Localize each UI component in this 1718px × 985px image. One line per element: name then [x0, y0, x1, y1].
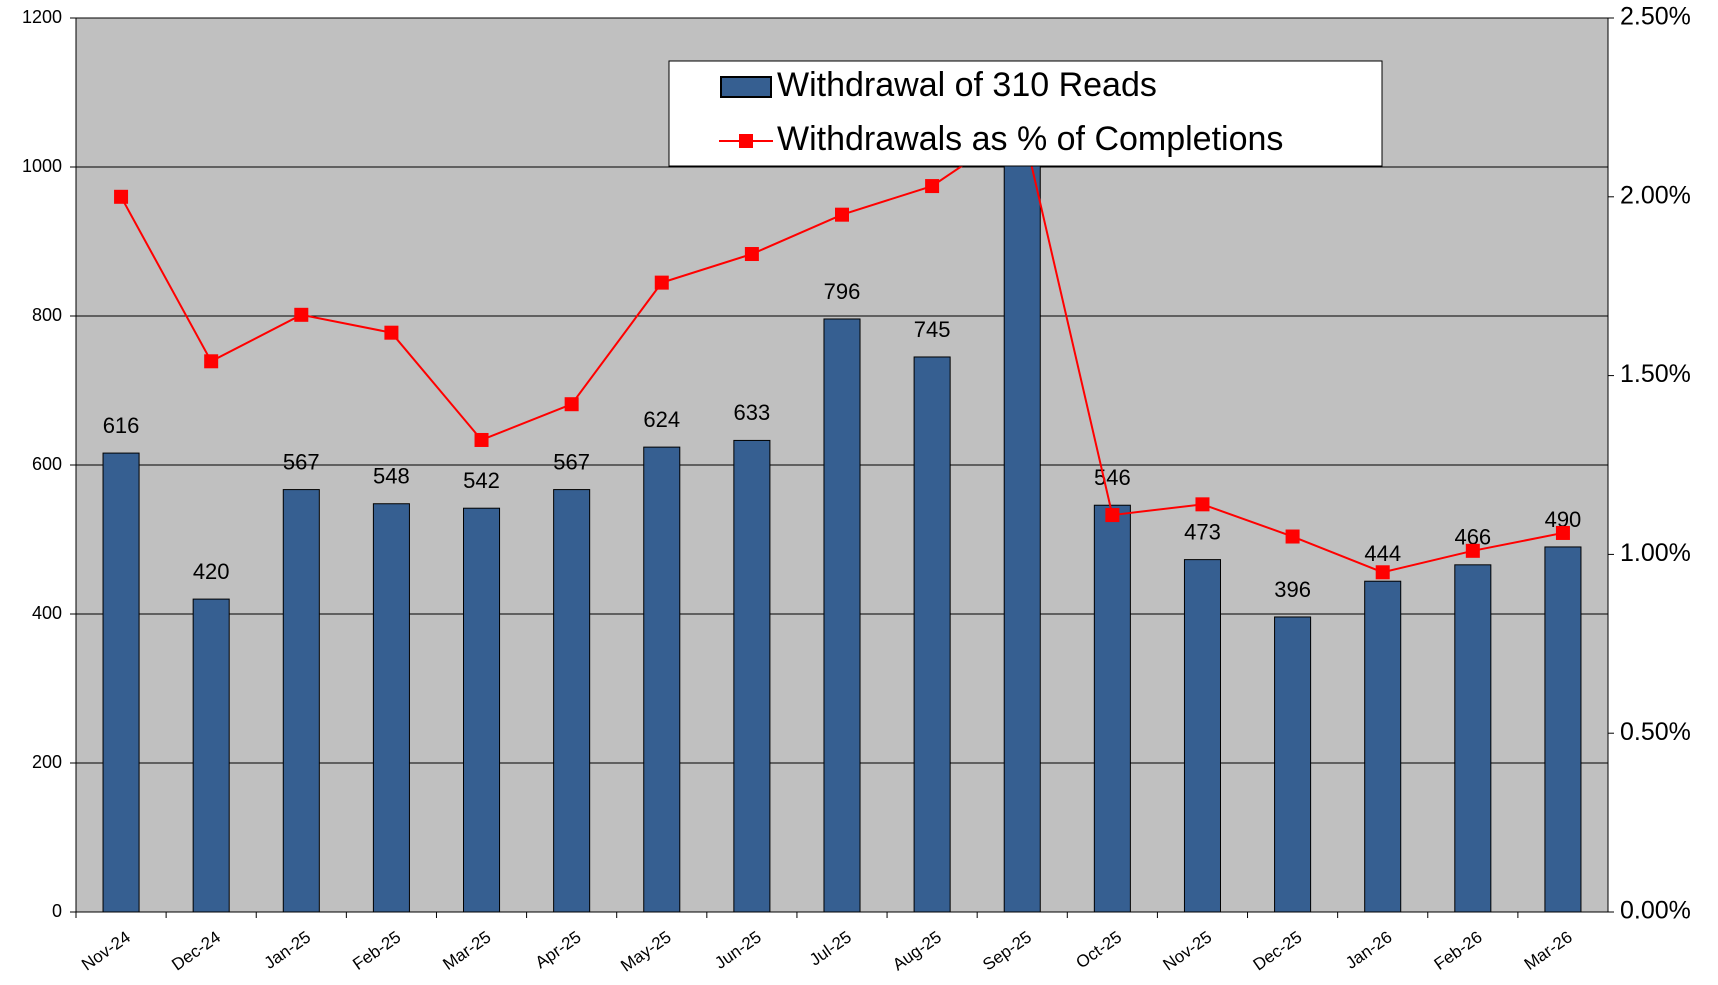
- x-tick-label: May-25: [617, 927, 674, 975]
- x-tick-label: Oct-25: [1073, 927, 1126, 972]
- legend-label: Withdrawals as % of Completions: [777, 120, 1283, 158]
- y-tick-label: 0: [52, 901, 62, 921]
- line-marker: [835, 207, 849, 222]
- bar: [463, 507, 501, 913]
- y2-tick-label: 0.00%: [1620, 897, 1691, 925]
- line-marker: [1555, 525, 1570, 540]
- bar: [192, 598, 230, 913]
- x-tick-label: Jun-25: [711, 927, 764, 972]
- bar-label: 546: [1094, 465, 1131, 490]
- bar-label: 633: [734, 400, 771, 425]
- bar: [282, 489, 320, 913]
- line-marker: [654, 275, 669, 290]
- line-marker: [384, 325, 399, 340]
- line-marker: [1105, 508, 1120, 523]
- line-marker: [564, 397, 579, 412]
- x-tick-label: Jan-26: [1342, 927, 1395, 972]
- x-tick-label: Feb-26: [1431, 927, 1486, 973]
- bar-label: 796: [824, 279, 861, 304]
- legend-marker: [739, 134, 753, 148]
- line-marker: [1465, 543, 1480, 558]
- line-marker: [1195, 497, 1210, 512]
- line-marker: [294, 307, 309, 322]
- bar-label: 420: [193, 559, 230, 584]
- x-tick-label: Mar-25: [439, 927, 494, 973]
- x-tick-label: Jul-25: [806, 927, 855, 969]
- bar-label: 548: [373, 464, 410, 489]
- bar-label: 616: [103, 413, 140, 438]
- bar: [733, 439, 771, 913]
- y-tick-label: 400: [32, 603, 62, 623]
- y2-tick-label: 1.50%: [1620, 360, 1691, 388]
- bar: [1544, 546, 1582, 913]
- y2-tick-label: 2.00%: [1620, 181, 1691, 209]
- bar: [913, 356, 951, 913]
- legend-box: [668, 60, 1383, 167]
- bar: [1003, 129, 1041, 913]
- bar-label: 396: [1274, 577, 1311, 602]
- line-marker: [744, 247, 759, 262]
- legend-label: Withdrawal of 310 Reads: [777, 66, 1157, 104]
- bar: [372, 503, 410, 913]
- bar: [1274, 616, 1312, 913]
- y2-tick-label: 2.50%: [1620, 3, 1691, 31]
- y-tick-label: 1000: [22, 156, 62, 176]
- x-tick-label: Jan-25: [261, 927, 314, 972]
- bar: [1183, 559, 1221, 913]
- bar: [553, 489, 591, 913]
- x-tick-label: Dec-25: [1250, 927, 1306, 974]
- x-tick-label: Nov-25: [1160, 927, 1216, 974]
- bar-label: 745: [914, 317, 951, 342]
- bar-label: 624: [643, 407, 680, 432]
- line-marker: [114, 189, 129, 204]
- x-tick-label: Aug-25: [889, 927, 945, 974]
- bar-label: 542: [463, 468, 500, 493]
- line-marker: [474, 432, 489, 447]
- y-tick-label: 600: [32, 454, 62, 474]
- x-tick-label: Nov-24: [78, 927, 134, 974]
- bar: [102, 452, 140, 913]
- line-marker: [925, 179, 940, 194]
- bar-label: 473: [1184, 519, 1221, 544]
- bar-label: 444: [1364, 541, 1401, 566]
- x-tick-label: Feb-25: [349, 927, 404, 973]
- bar-label: 567: [553, 449, 590, 474]
- bar: [1454, 564, 1492, 913]
- x-tick-label: Dec-24: [168, 927, 224, 974]
- bar: [643, 446, 681, 913]
- y-tick-label: 800: [32, 305, 62, 325]
- y-tick-label: 1200: [22, 7, 62, 27]
- line-marker: [204, 354, 219, 369]
- line-marker: [1285, 529, 1300, 544]
- legend-swatch: [720, 76, 772, 98]
- x-tick-label: Mar-26: [1521, 927, 1576, 973]
- y2-tick-label: 0.50%: [1620, 718, 1691, 746]
- bar: [823, 318, 861, 913]
- bar: [1093, 504, 1131, 913]
- x-tick-label: Apr-25: [532, 927, 585, 972]
- bar: [1364, 580, 1402, 913]
- y-tick-label: 200: [32, 752, 62, 772]
- bar-label: 567: [283, 449, 320, 474]
- y2-tick-label: 1.00%: [1620, 539, 1691, 567]
- x-tick-label: Sep-25: [979, 927, 1035, 974]
- line-marker: [1375, 565, 1390, 580]
